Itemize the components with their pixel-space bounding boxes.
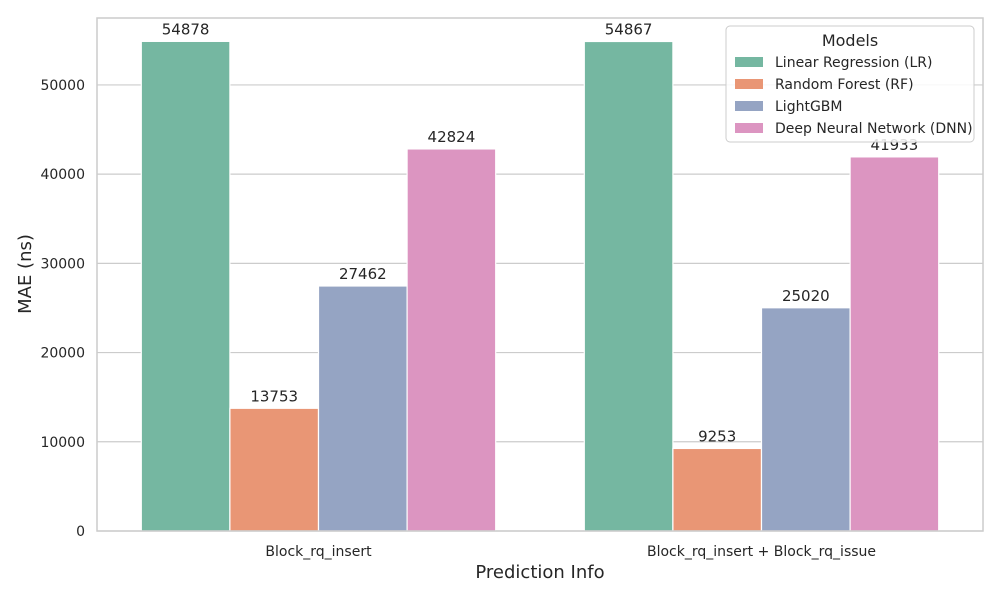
legend-label: Random Forest (RF) <box>775 77 914 93</box>
y-tick-label: 10000 <box>40 435 85 451</box>
bar-value-label: 27462 <box>339 265 387 283</box>
y-tick-label: 20000 <box>40 346 85 362</box>
x-tick-labels: Block_rq_insert Block_rq_insert + Block_r… <box>265 544 876 560</box>
legend-items: Linear Regression (LR) Random Forest (RF)… <box>735 55 973 137</box>
legend-label: Deep Neural Network (DNN) <box>775 121 973 137</box>
bar <box>672 447 763 532</box>
y-axis-title: MAE (ns) <box>15 234 36 314</box>
bar <box>849 156 940 532</box>
legend: Models Linear Regression (LR) Random Fore… <box>725 25 975 143</box>
bar <box>140 40 231 532</box>
bars <box>140 40 940 532</box>
y-tick-labels: 0 10000 20000 30000 40000 50000 <box>40 78 85 540</box>
bar-value-label: 13753 <box>250 387 298 405</box>
legend-swatch <box>735 57 763 67</box>
bar-value-label: 42824 <box>428 128 476 146</box>
bar <box>406 148 497 532</box>
bar-value-label: 25020 <box>782 287 830 305</box>
bar-value-label: 9253 <box>698 427 736 445</box>
x-tick-label: Block_rq_insert + Block_rq_issue <box>647 544 876 560</box>
y-tick-label: 30000 <box>40 256 85 272</box>
bar <box>760 307 851 532</box>
plot-frame <box>96 17 984 532</box>
legend-label: Linear Regression (LR) <box>775 55 932 71</box>
legend-frame <box>725 25 975 143</box>
y-tick-label: 50000 <box>40 78 85 94</box>
x-axis-title: Prediction Info <box>475 562 604 583</box>
x-tick-label: Block_rq_insert <box>265 544 372 560</box>
legend-label: LightGBM <box>775 99 842 115</box>
bar-value-label: 54867 <box>605 20 653 38</box>
y-tick-label: 40000 <box>40 167 85 183</box>
y-tick-label: 0 <box>76 524 85 540</box>
legend-title: Models <box>822 31 878 50</box>
bar-value-label: 54878 <box>162 20 210 38</box>
bar <box>583 40 674 532</box>
legend-swatch <box>735 123 763 133</box>
bar <box>229 407 320 532</box>
legend-swatch <box>735 79 763 89</box>
bar <box>317 285 408 532</box>
legend-swatch <box>735 101 763 111</box>
